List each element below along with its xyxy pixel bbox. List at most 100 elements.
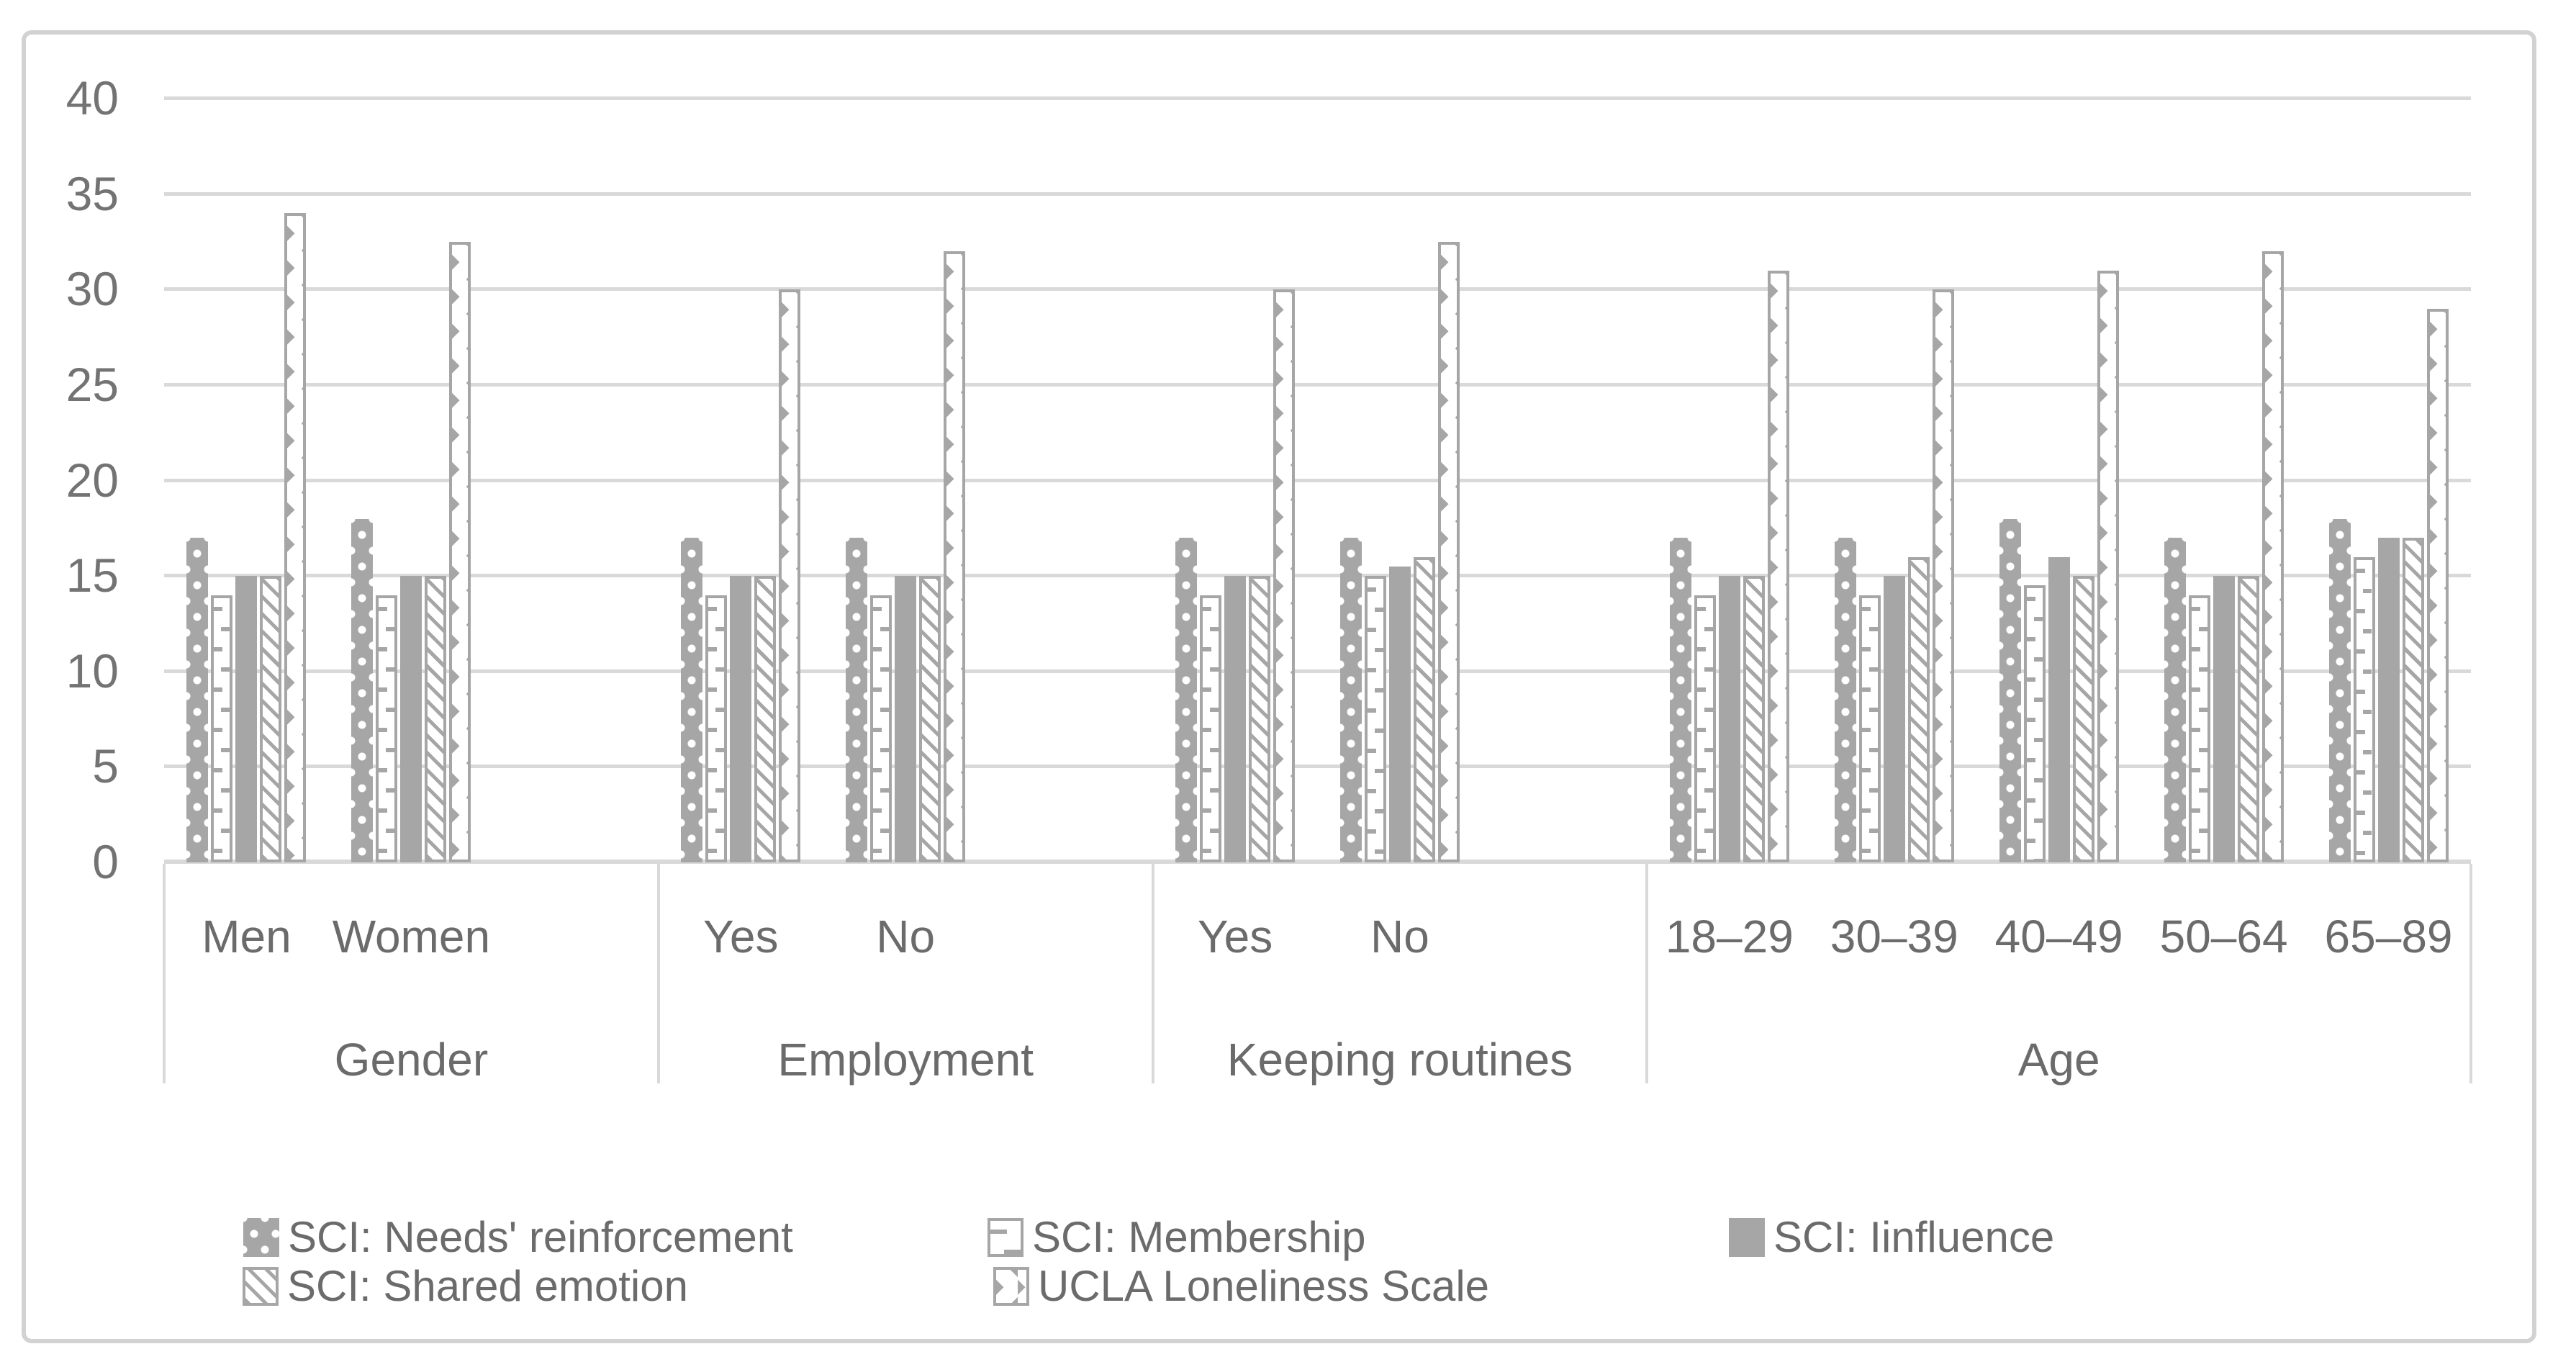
category-label: 40–49 bbox=[1994, 911, 2123, 962]
y-axis-tick-label: 5 bbox=[92, 739, 119, 793]
bar bbox=[754, 576, 777, 862]
bar bbox=[2023, 585, 2046, 862]
category-label: No bbox=[1370, 911, 1429, 962]
bar bbox=[846, 538, 868, 862]
bar bbox=[425, 576, 447, 862]
bar bbox=[1175, 538, 1198, 862]
category-label: Yes bbox=[1197, 911, 1273, 962]
y-axis-tick-label: 30 bbox=[65, 262, 119, 316]
bar bbox=[2426, 308, 2449, 862]
legend-item-membership: SCI: Membership bbox=[988, 1214, 1365, 1260]
bar bbox=[2097, 270, 2119, 862]
bar bbox=[1339, 538, 1362, 862]
bar bbox=[1834, 538, 1856, 862]
bar bbox=[1249, 576, 1271, 862]
bar bbox=[1364, 576, 1386, 862]
legend-swatch-membership bbox=[988, 1218, 1023, 1257]
bar bbox=[1883, 576, 1905, 862]
bar bbox=[2377, 538, 2400, 862]
bar bbox=[260, 576, 282, 862]
bar bbox=[1200, 595, 1222, 862]
category-label: No bbox=[876, 911, 936, 962]
y-axis-tick-label: 0 bbox=[92, 835, 119, 888]
bar bbox=[1273, 289, 1296, 862]
category-label: 30–39 bbox=[1830, 911, 1958, 962]
y-axis-tick-label: 35 bbox=[65, 166, 119, 220]
bar bbox=[2328, 518, 2351, 862]
legend-item-shared-emotion: SCI: Shared emotion bbox=[243, 1263, 688, 1309]
group-label: Employment bbox=[777, 1034, 1034, 1086]
bar bbox=[1743, 576, 1765, 862]
bar bbox=[235, 576, 258, 862]
legend-swatch-ucla-loneliness bbox=[993, 1267, 1029, 1306]
bar bbox=[1767, 270, 1789, 862]
bar bbox=[2353, 556, 2375, 862]
bar bbox=[2213, 576, 2235, 862]
gridline bbox=[164, 574, 2471, 578]
bar bbox=[2048, 556, 2070, 862]
bar bbox=[2402, 538, 2424, 862]
bar bbox=[705, 595, 728, 862]
bar bbox=[211, 595, 233, 862]
category-label: 18–29 bbox=[1665, 911, 1794, 962]
bar bbox=[730, 576, 752, 862]
legend-label: SCI: Iinfluence bbox=[1773, 1213, 2055, 1261]
bar bbox=[1907, 556, 1930, 862]
chart-border bbox=[22, 30, 2536, 1343]
bar bbox=[681, 538, 703, 862]
category-label: Yes bbox=[703, 911, 779, 962]
gridline bbox=[164, 191, 2471, 196]
x-axis-line bbox=[164, 860, 2471, 864]
category-divider bbox=[163, 864, 166, 1083]
gridline bbox=[164, 764, 2471, 769]
bar bbox=[1669, 538, 1691, 862]
y-axis-tick-label: 25 bbox=[65, 357, 119, 411]
legend-swatch-shared-emotion bbox=[243, 1267, 279, 1306]
legend-swatch-influence bbox=[1729, 1218, 1765, 1257]
bar bbox=[2237, 576, 2259, 862]
category-divider bbox=[1645, 864, 1649, 1083]
bar bbox=[1437, 241, 1460, 862]
y-axis-tick-label: 15 bbox=[65, 549, 119, 603]
bar bbox=[944, 251, 966, 862]
bar bbox=[284, 213, 307, 862]
bar bbox=[919, 576, 941, 862]
bar bbox=[870, 595, 892, 862]
category-label: Men bbox=[202, 911, 292, 962]
bar bbox=[1932, 289, 1954, 862]
legend-swatch-needs-reinforcement bbox=[243, 1218, 279, 1257]
category-label: Women bbox=[332, 911, 491, 962]
bar bbox=[1694, 595, 1716, 862]
legend-label: SCI: Membership bbox=[1032, 1213, 1366, 1261]
gridline bbox=[164, 478, 2471, 482]
bar bbox=[449, 241, 471, 862]
legend-label: SCI: Shared emotion bbox=[287, 1262, 688, 1310]
bar bbox=[1388, 566, 1411, 862]
bar bbox=[2164, 538, 2186, 862]
legend-item-influence: SCI: Iinfluence bbox=[1729, 1214, 2054, 1260]
legend-item-needs-reinforcement: SCI: Needs' reinforcement bbox=[243, 1214, 793, 1260]
category-divider bbox=[656, 864, 660, 1083]
bar bbox=[1224, 576, 1247, 862]
legend-label: UCLA Loneliness Scale bbox=[1038, 1262, 1490, 1310]
bar bbox=[895, 576, 917, 862]
bar bbox=[376, 595, 398, 862]
bar bbox=[1413, 556, 1435, 862]
category-divider bbox=[1151, 864, 1154, 1083]
category-label: 65–89 bbox=[2324, 911, 2453, 962]
group-label: Gender bbox=[334, 1034, 489, 1086]
bar bbox=[400, 576, 422, 862]
bar bbox=[186, 538, 209, 862]
group-label: Keeping routines bbox=[1226, 1034, 1573, 1086]
y-axis-tick-label: 20 bbox=[65, 453, 119, 507]
category-label: 50–64 bbox=[2159, 911, 2288, 962]
gridline bbox=[164, 669, 2471, 673]
bar bbox=[1858, 595, 1881, 862]
bar bbox=[2072, 576, 2094, 862]
y-axis-tick-label: 10 bbox=[65, 644, 119, 698]
gridline bbox=[164, 382, 2471, 387]
gridline bbox=[164, 96, 2471, 100]
bar bbox=[2261, 251, 2284, 862]
bar bbox=[351, 518, 374, 862]
